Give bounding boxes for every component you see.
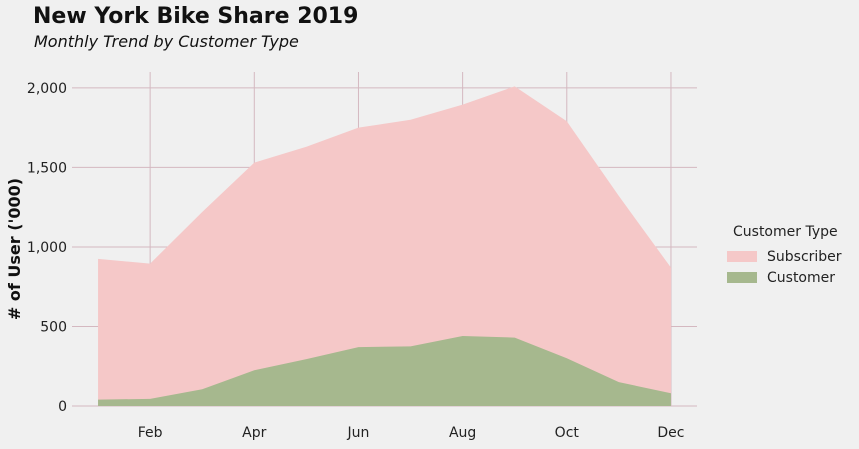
y-tick-label: 1,000 xyxy=(27,240,67,256)
y-tick-label: 2,000 xyxy=(27,81,67,97)
x-tick-label: Oct xyxy=(555,425,580,441)
legend-swatch xyxy=(727,272,757,283)
legend-title: Customer Type xyxy=(733,224,838,240)
x-tick-label: Apr xyxy=(242,425,266,441)
legend: Customer Type Subscriber Customer xyxy=(727,224,842,288)
chart-title: New York Bike Share 2019 xyxy=(33,4,359,29)
legend-label: Customer xyxy=(767,269,836,286)
y-tick-label: 1,500 xyxy=(27,160,67,176)
legend-item-customer: Customer xyxy=(727,267,842,288)
y-tick-labels: 0 500 1,000 1,500 2,000 xyxy=(27,81,67,415)
area-subscriber xyxy=(98,86,671,407)
legend-item-subscriber: Subscriber xyxy=(727,246,842,267)
area-series xyxy=(98,86,671,407)
x-tick-labels: Feb Apr Jun Aug Oct Dec xyxy=(138,425,685,441)
y-tick-label: 500 xyxy=(40,319,67,335)
chart-subtitle: Monthly Trend by Customer Type xyxy=(34,32,299,51)
x-tick-label: Jun xyxy=(347,425,370,441)
x-tick-label: Feb xyxy=(138,425,163,441)
x-tick-label: Aug xyxy=(449,425,476,441)
legend-label: Subscriber xyxy=(767,248,842,265)
y-tick-label: 0 xyxy=(58,399,67,415)
legend-swatch xyxy=(727,251,757,262)
area-customer xyxy=(98,336,671,406)
x-tick-label: Dec xyxy=(657,425,684,441)
